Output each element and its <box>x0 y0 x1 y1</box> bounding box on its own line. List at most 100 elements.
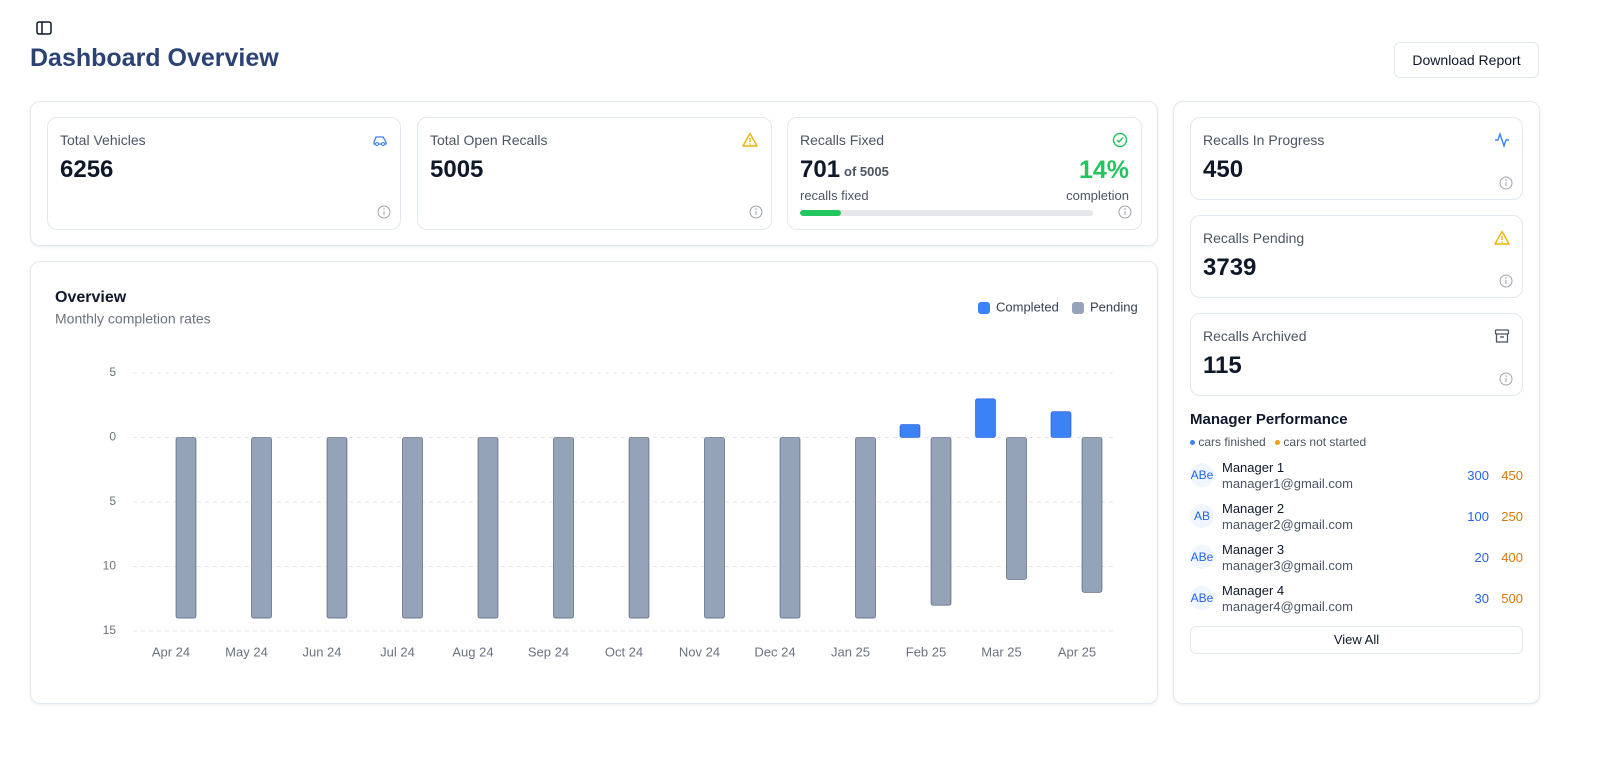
x-tick-label: Jul 24 <box>380 644 415 659</box>
stat-value: 450 <box>1203 156 1244 183</box>
manager-email: manager1@gmail.com <box>1222 476 1353 491</box>
manager-name: Manager 4 <box>1222 583 1285 598</box>
bar <box>704 437 725 619</box>
info-icon[interactable] <box>1499 274 1513 288</box>
chart-title: Overview <box>55 289 127 306</box>
chart-subtitle: Monthly completion rates <box>55 311 211 327</box>
manager-row: ABe Manager 4 manager4@gmail.com 30 500 <box>1190 581 1523 617</box>
side-card: Recalls In Progress 450 Recalls Pending … <box>1173 101 1540 704</box>
legend-dot <box>1275 440 1281 446</box>
legend-swatch <box>978 302 990 314</box>
stat-value: 5005 <box>430 156 484 183</box>
bar <box>930 437 952 606</box>
info-icon[interactable] <box>1499 176 1513 190</box>
bar <box>899 424 921 438</box>
bar <box>251 437 272 619</box>
y-tick-label: 5 <box>109 365 116 379</box>
x-tick-label: Oct 24 <box>605 644 643 659</box>
warning-icon <box>742 132 758 147</box>
y-tick-label: 10 <box>103 559 117 573</box>
bar <box>779 437 801 619</box>
avatar: ABe <box>1190 545 1214 569</box>
stat-card: Total Vehicles 6256 <box>47 117 401 230</box>
legend-label: cars finished <box>1198 435 1266 449</box>
stat-label: Recalls In Progress <box>1203 132 1325 148</box>
cars-not-started: 500 <box>1501 591 1523 606</box>
archive-icon <box>1494 329 1510 343</box>
bar <box>175 437 197 619</box>
bar <box>1006 437 1027 580</box>
x-tick-label: Sep 24 <box>528 644 569 659</box>
stat-label: Recalls Fixed <box>800 132 885 148</box>
stats-card: Total Vehicles 6256 Total Open Recalls 5… <box>30 101 1158 246</box>
car-icon <box>373 136 387 146</box>
fixed-percent: 14% <box>1078 156 1129 184</box>
cars-finished: 100 <box>1467 509 1489 524</box>
view-all-button[interactable]: View All <box>1190 626 1523 654</box>
x-tick-label: Jun 24 <box>302 644 341 659</box>
info-icon[interactable] <box>377 205 391 219</box>
avatar: AB <box>1190 504 1214 528</box>
side-stat: Recalls Pending 3739 <box>1190 215 1523 298</box>
check-icon <box>1112 132 1128 148</box>
x-tick-label: Dec 24 <box>754 644 795 659</box>
legend-label: Completed <box>996 299 1059 314</box>
x-tick-label: Mar 25 <box>981 644 1021 659</box>
info-icon[interactable] <box>1499 372 1513 386</box>
completion-label: completion <box>1066 188 1129 203</box>
manager-email: manager2@gmail.com <box>1222 517 1353 532</box>
x-tick-label: Apr 24 <box>152 644 190 659</box>
cars-not-started: 250 <box>1501 509 1523 524</box>
progress-fill <box>800 210 842 216</box>
stat-card: Recalls Fixed 701 of 5005 recalls fixed … <box>787 117 1142 230</box>
bar <box>1050 411 1072 438</box>
stat-label: Recalls Archived <box>1203 328 1307 344</box>
download-button[interactable]: Download Report <box>1394 42 1539 78</box>
avatar: ABe <box>1190 463 1214 487</box>
x-tick-label: Feb 25 <box>906 644 946 659</box>
manager-name: Manager 1 <box>1222 460 1285 475</box>
bar <box>975 398 996 438</box>
avatar: ABe <box>1190 586 1214 610</box>
bar <box>477 437 499 619</box>
x-tick-label: Apr 25 <box>1058 644 1096 659</box>
cars-finished: 20 <box>1474 550 1489 565</box>
x-tick-label: Jan 25 <box>831 644 870 659</box>
side-stat: Recalls Archived 115 <box>1190 313 1523 396</box>
bar <box>402 437 423 619</box>
fixed-sub: recalls fixed <box>800 188 869 203</box>
y-tick-label: 15 <box>103 623 117 637</box>
progress-track <box>800 210 1093 216</box>
stat-card: Total Open Recalls 5005 <box>417 117 772 230</box>
stat-value: 3739 <box>1203 254 1257 281</box>
y-tick-label: 0 <box>109 430 116 444</box>
info-icon[interactable] <box>749 205 763 219</box>
stat-value: 115 <box>1203 352 1242 379</box>
manager-row: ABe Manager 3 manager3@gmail.com 20 400 <box>1190 540 1523 576</box>
legend-label: cars not started <box>1283 435 1367 449</box>
x-tick-label: Nov 24 <box>679 644 720 659</box>
fixed-of: of 5005 <box>844 164 889 179</box>
sidebar-toggle[interactable] <box>36 20 52 36</box>
manager-row: AB Manager 2 manager2@gmail.com 100 250 <box>1190 499 1523 535</box>
stat-value: 6256 <box>60 156 114 183</box>
bar <box>855 437 876 619</box>
chart-card: Overview Monthly completion rates 5 0 5 10 1… <box>30 261 1158 704</box>
activity-icon <box>1495 132 1509 148</box>
info-icon[interactable] <box>1118 205 1132 219</box>
cars-not-started: 400 <box>1501 550 1523 565</box>
cars-not-started: 450 <box>1501 468 1523 483</box>
legend-label: Pending <box>1090 299 1138 314</box>
stat-label: Total Vehicles <box>60 132 146 148</box>
y-tick-label: 5 <box>109 494 116 508</box>
manager-email: manager3@gmail.com <box>1222 558 1353 573</box>
page-title: Dashboard Overview <box>30 44 279 72</box>
manager-name: Manager 3 <box>1222 542 1285 557</box>
chart: Overview Monthly completion rates 5 0 5 10 1… <box>55 289 1138 659</box>
x-tick-label: May 24 <box>225 644 268 659</box>
x-tick-label: Aug 24 <box>452 644 493 659</box>
bar <box>553 437 574 619</box>
stat-label: Recalls Pending <box>1203 230 1305 246</box>
manager-name: Manager 2 <box>1222 501 1285 516</box>
